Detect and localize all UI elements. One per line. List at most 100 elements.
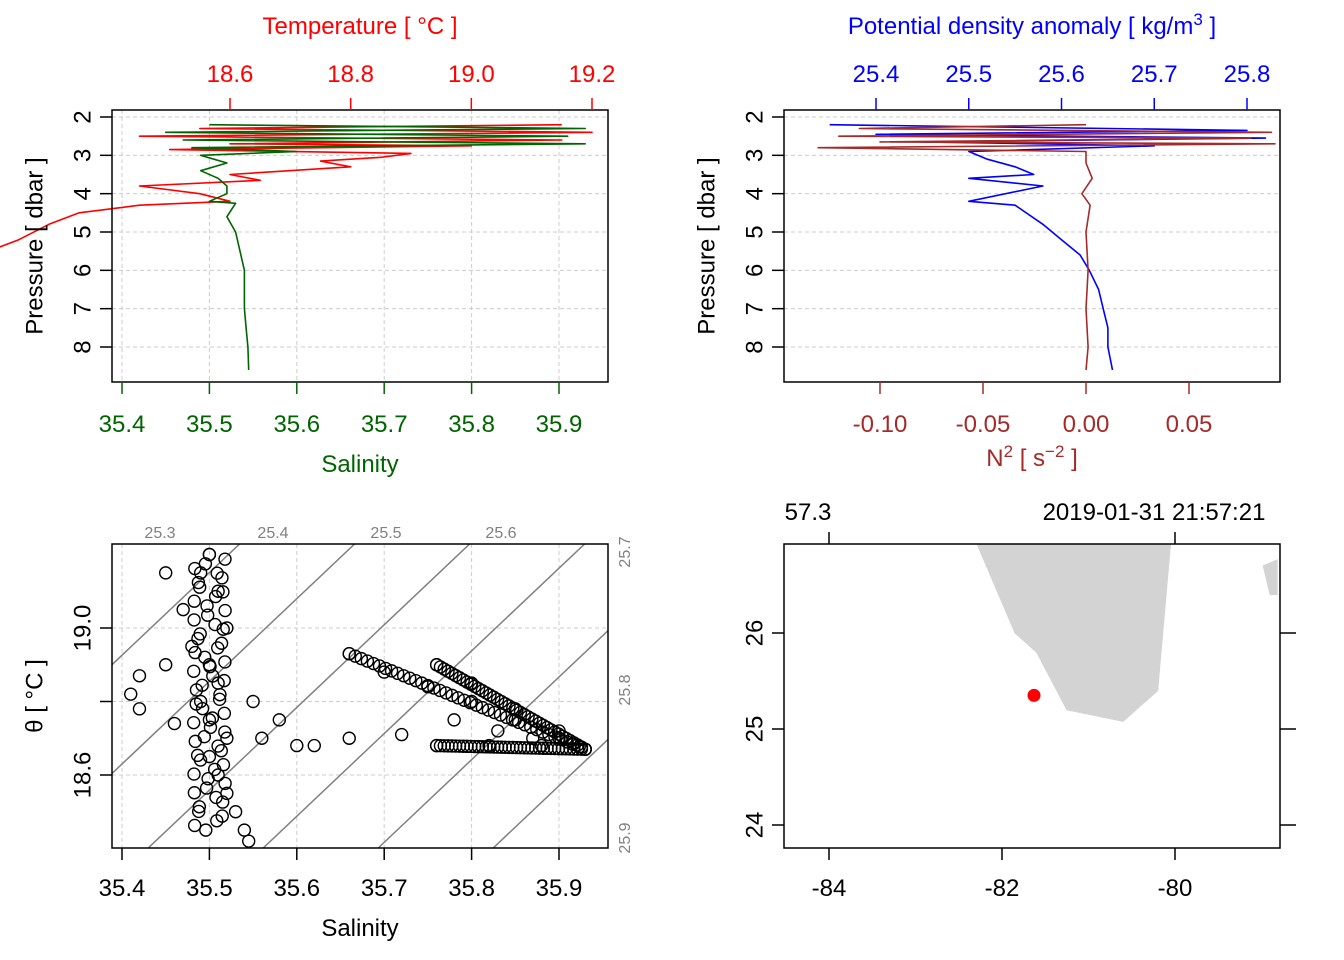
- left-tick-label: 18.6: [69, 752, 96, 799]
- ts-point: [158, 658, 173, 672]
- bottom-axis-title-end: ]: [1064, 445, 1077, 472]
- top-axis-title: Potential density anomaly [ kg/m3 ]: [848, 10, 1216, 40]
- ts-point: [214, 636, 229, 650]
- left-tick-label: 6: [741, 264, 768, 277]
- ts-point: [208, 589, 223, 604]
- ts-point: [176, 602, 190, 617]
- ts-point: [396, 669, 411, 683]
- land-polygon: [1262, 559, 1278, 596]
- ts-point: [242, 834, 256, 848]
- ts-point: [208, 617, 222, 632]
- ts-point: [487, 705, 502, 720]
- ts-point: [469, 698, 484, 712]
- ts-point: [199, 823, 213, 837]
- ts-point: [372, 659, 387, 673]
- bottom-tick-label: 35.4: [99, 875, 146, 902]
- ts-point: [214, 744, 228, 758]
- isopycnal-line: [112, 544, 356, 775]
- ts-point: [191, 631, 205, 646]
- land-group: [976, 544, 1278, 722]
- ts-point: [554, 732, 568, 747]
- bottom-axis-title: N2 [ s−2 ]: [986, 442, 1078, 472]
- left-tick-label: 19.0: [69, 605, 96, 652]
- ts-point: [409, 673, 423, 688]
- isopycnal-label: 25.9: [617, 822, 634, 853]
- bottom-axis-title-sup2: −2: [1045, 442, 1064, 461]
- bottom-tick-label: -82: [985, 875, 1020, 902]
- ts-point: [218, 655, 232, 669]
- isopycnal-label: 25.4: [257, 525, 288, 542]
- ts-point: [578, 742, 592, 756]
- isopycnal-label: 25.6: [485, 525, 516, 542]
- ts-point: [290, 738, 304, 753]
- left-tick-label: 4: [741, 187, 768, 200]
- ts-point: [217, 706, 232, 721]
- plot-frame: [783, 109, 1281, 383]
- ts-point: [167, 716, 182, 731]
- ts-point: [192, 580, 207, 594]
- ts-point: [187, 786, 202, 800]
- ts-point: [394, 727, 409, 742]
- ts-point: [189, 683, 204, 697]
- ts-point: [187, 594, 201, 608]
- ts-point: [511, 715, 526, 730]
- bottom-tick-label: 0.05: [1166, 411, 1213, 438]
- isopycnal-line: [262, 544, 586, 848]
- ts-point: [158, 566, 173, 580]
- top-tick-label: 25.6: [1038, 61, 1085, 88]
- top-tick-label: 19.0: [448, 61, 495, 88]
- salinity-line: [164, 123, 587, 371]
- bottom-axis-title-sup: 2: [1004, 442, 1013, 461]
- bottom-axis-title-mid: [ s: [1013, 445, 1045, 472]
- land-polygon: [976, 544, 1172, 722]
- left-tick-label: 3: [69, 149, 96, 162]
- bottom-tick-label: 35.6: [273, 875, 320, 902]
- bottom-tick-label: -0.05: [956, 411, 1011, 438]
- ts-point: [491, 724, 505, 738]
- ts-point: [192, 800, 207, 814]
- density-line: [829, 123, 1267, 371]
- left-tick-label: 7: [741, 302, 768, 315]
- top-tick-label: 18.6: [207, 61, 254, 88]
- left-tick-label: 3: [741, 149, 768, 162]
- left-tick-label: 8: [741, 340, 768, 353]
- ts-point: [354, 651, 369, 666]
- x-axis-title: Salinity: [321, 915, 398, 942]
- ts-point: [237, 823, 252, 837]
- ts-point: [366, 656, 381, 671]
- top-tick-label: 25.5: [945, 61, 992, 88]
- ts-point: [493, 708, 508, 722]
- ts-point: [186, 715, 201, 730]
- bottom-tick-label: 35.9: [536, 875, 583, 902]
- ts-point: [201, 772, 215, 786]
- ts-point: [433, 683, 447, 698]
- ts-point: [206, 669, 220, 683]
- ts-point: [427, 681, 441, 695]
- ts-point: [390, 666, 405, 681]
- bottom-tick-label: -80: [1158, 875, 1193, 902]
- ts-point: [187, 664, 201, 678]
- ts-point: [215, 795, 230, 809]
- ts-point: [200, 599, 214, 613]
- ts-point: [202, 713, 217, 727]
- top-tick-label: 25.4: [853, 61, 900, 88]
- ts-point: [475, 700, 490, 715]
- ts-point: [530, 722, 544, 737]
- bottom-tick-label: 0.00: [1063, 411, 1110, 438]
- bottom-tick-label: 35.5: [186, 875, 233, 902]
- left-tick-label: 8: [69, 340, 96, 353]
- isopycnal-line: [492, 738, 608, 848]
- bottom-tick-label: 35.7: [361, 411, 408, 438]
- ts-point: [499, 710, 514, 725]
- isopycnal-line: [377, 629, 608, 848]
- ts-point: [212, 692, 227, 707]
- bottom-axis-title: Salinity: [321, 451, 398, 478]
- temperature-line: [0, 123, 593, 248]
- ts-point: [378, 661, 393, 676]
- bottom-tick-label: 35.8: [448, 875, 495, 902]
- top-axis-title-end: ]: [1203, 13, 1216, 40]
- ts-point: [272, 713, 287, 727]
- ts-point: [505, 713, 520, 727]
- left-tick-label: 24: [741, 812, 768, 839]
- plot-frame: [783, 543, 1281, 849]
